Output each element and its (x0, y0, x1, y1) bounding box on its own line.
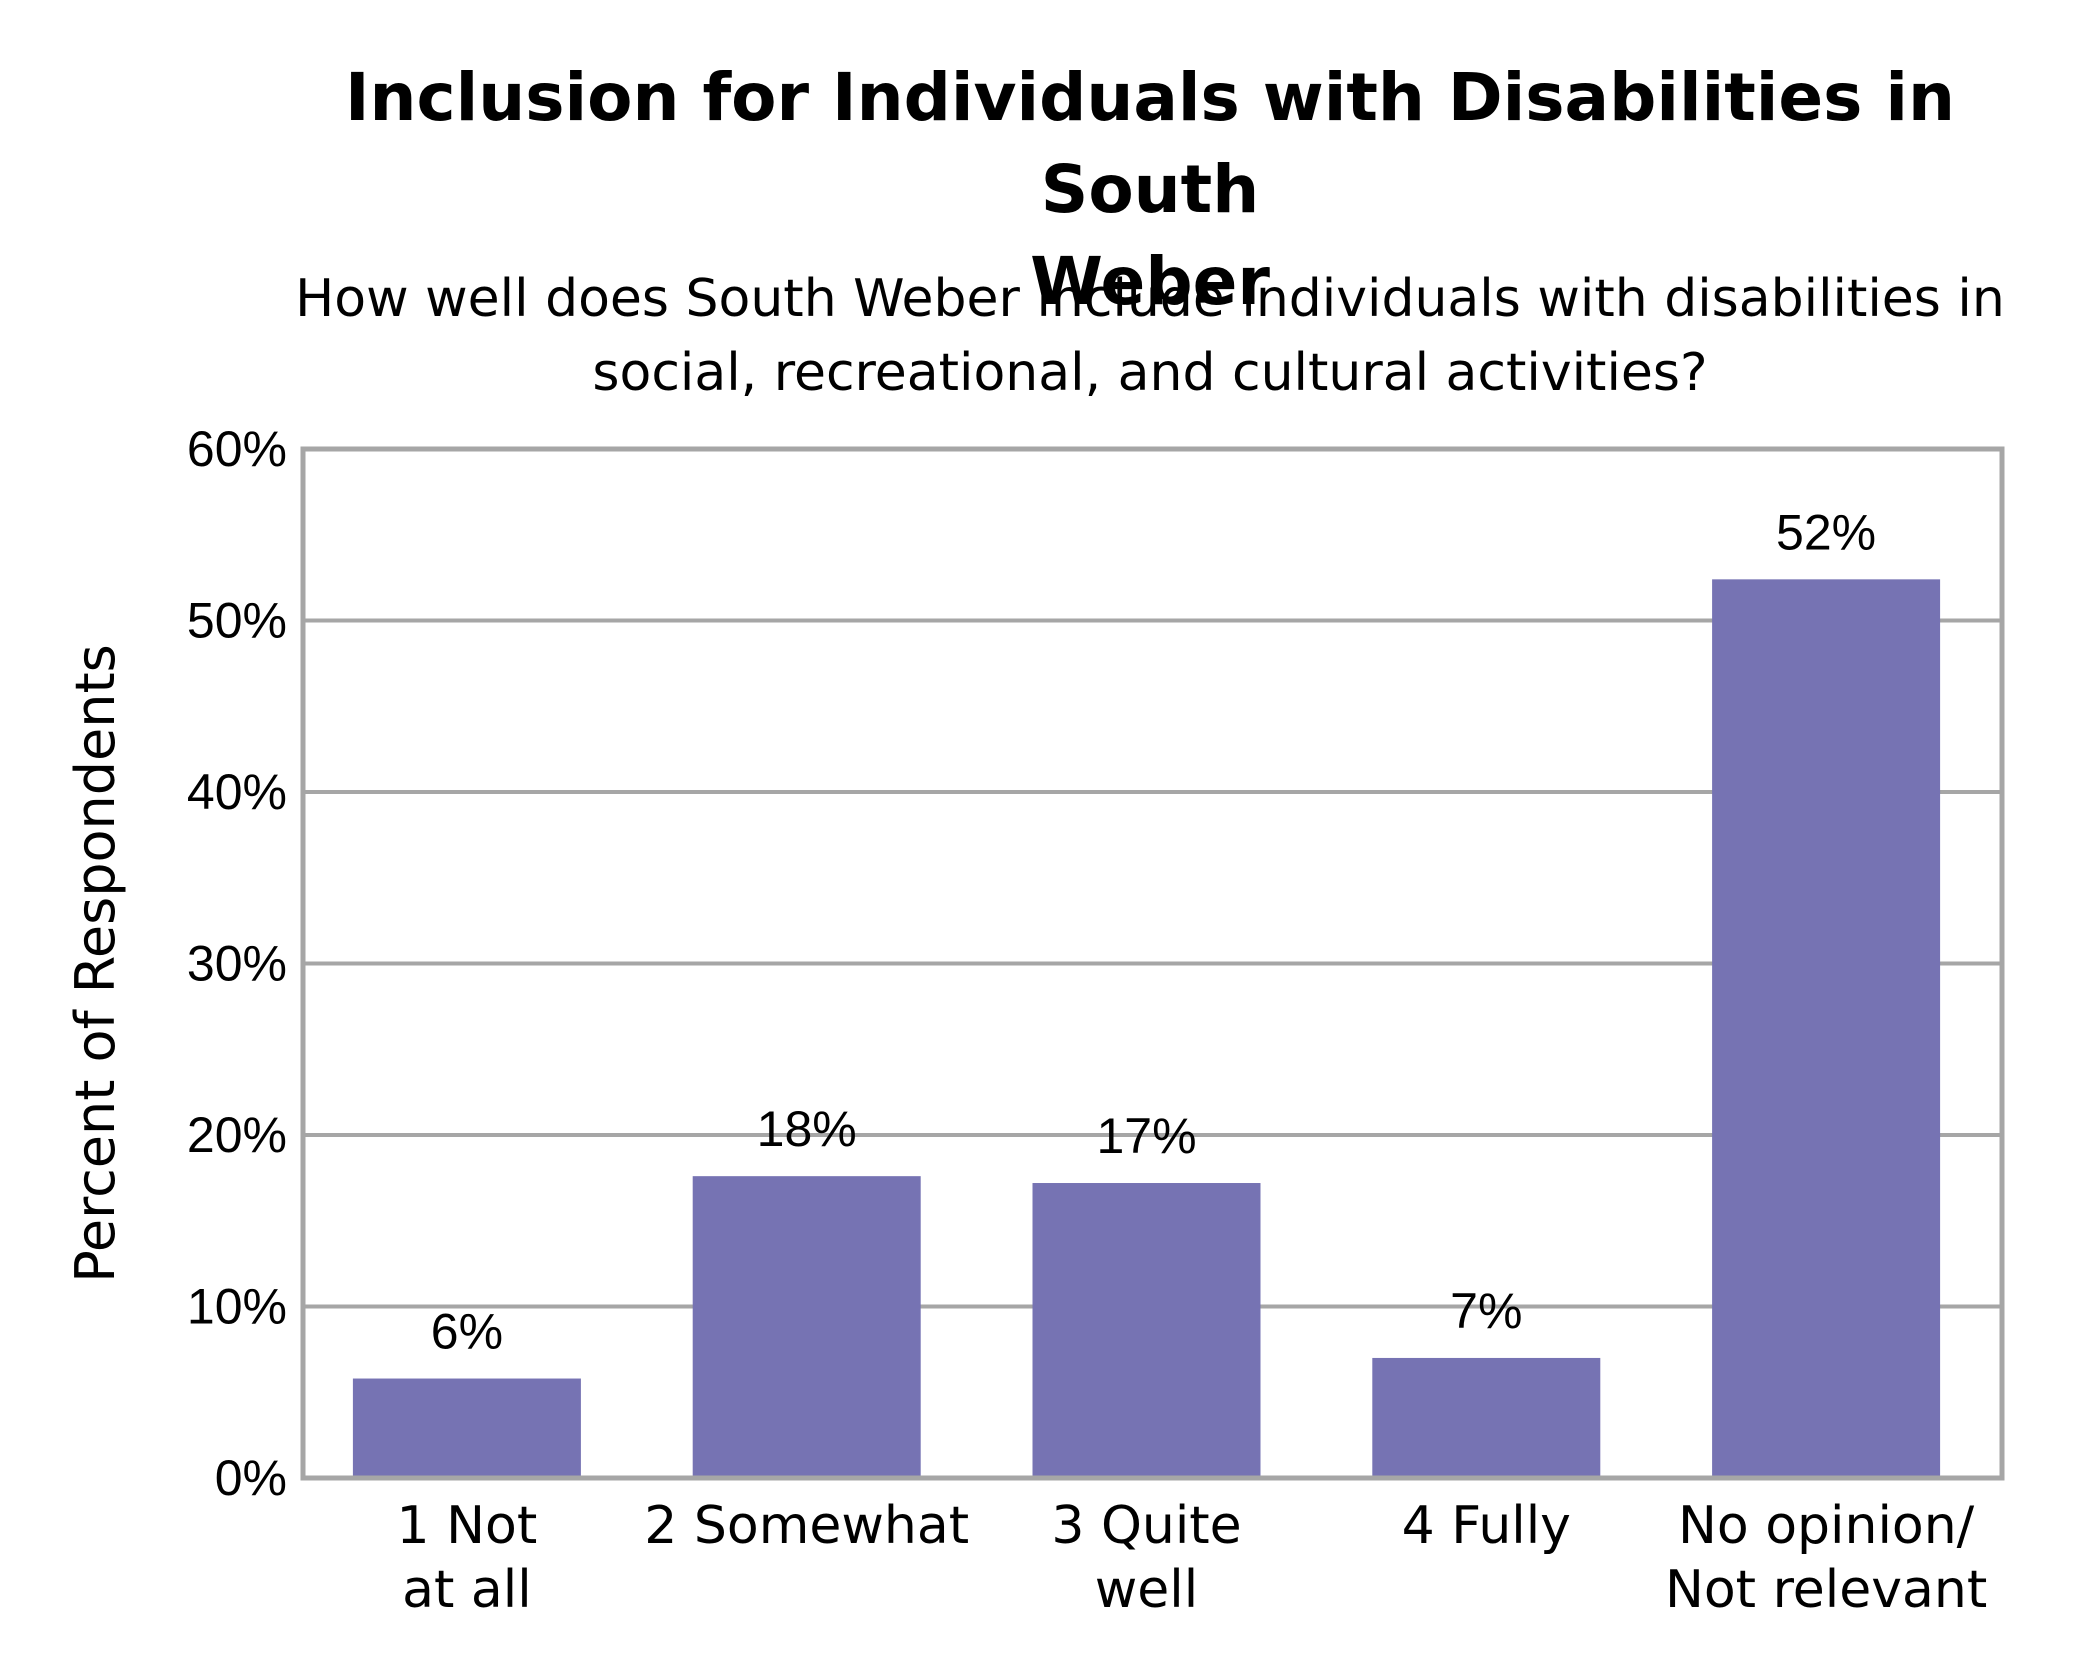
bar (692, 1176, 921, 1478)
y-tick-label: 30% (187, 936, 287, 992)
y-axis-label: Percent of Respondents (64, 644, 127, 1283)
bar (1712, 579, 1941, 1478)
plot-frame (300, 446, 2005, 1481)
x-category-label: No opinion/Not relevant (1665, 1496, 1987, 1620)
bar-data-label: 18% (757, 1101, 857, 1157)
chart-title-line-1: Inclusion for Individuals with Disabilit… (344, 59, 1956, 228)
bars (352, 579, 1941, 1478)
y-tick-label: 20% (187, 1107, 287, 1163)
chart-subtitle-line-1: How well does South Weber include indivi… (295, 269, 2005, 329)
bar (352, 1378, 581, 1478)
x-category-label: 2 Somewhat (644, 1496, 969, 1556)
y-tick-label: 0% (215, 1450, 287, 1506)
x-axis-categories: 1 Not at all 2 Somewhat 3 Quite well 4 Fully N… (397, 1496, 1988, 1620)
y-tick-label: 60% (187, 421, 287, 477)
x-category-label: 1 Not at all (397, 1496, 538, 1620)
bar-data-label: 7% (1450, 1283, 1522, 1339)
chart-title-line-2: Weber (1030, 243, 1270, 320)
y-axis-ticks: 0% 10% 20% 30% 40% 50% 60% (187, 421, 287, 1506)
chart-subtitle: How well does South Weber include indivi… (250, 262, 2050, 410)
bar-data-label: 6% (431, 1304, 503, 1360)
x-category-label: 3 Quite well (1051, 1496, 1241, 1620)
y-tick-label: 50% (187, 593, 287, 649)
y-tick-label: 10% (187, 1279, 287, 1335)
x-category-label: 4 Fully (1402, 1496, 1571, 1556)
bar (1032, 1183, 1261, 1478)
chart-title: Inclusion for Individuals with Disabilit… (250, 52, 2050, 328)
bar-data-label: 52% (1776, 504, 1876, 560)
chart-subtitle-line-2: social, recreational, and cultural activ… (592, 343, 1708, 403)
bar-data-label: 17% (1096, 1108, 1196, 1164)
y-tick-label: 40% (187, 764, 287, 820)
data-labels: 6% 18% 17% 7% 52% (431, 504, 1876, 1359)
bar (1372, 1357, 1601, 1478)
